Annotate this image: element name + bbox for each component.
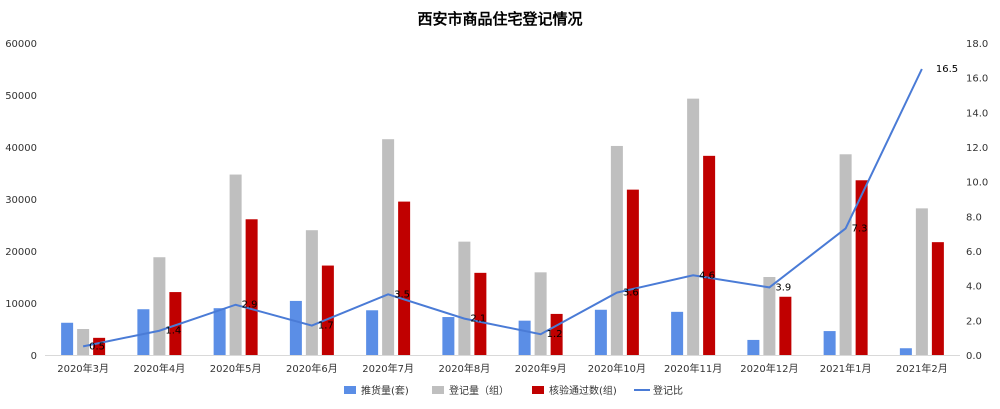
ratio-data-label: 3.5 — [394, 289, 410, 300]
right-axis-tick-label: 12.0 — [966, 143, 988, 154]
legend-swatch — [532, 386, 544, 394]
bar-核验通过数(组)-4 — [398, 201, 411, 355]
right-axis-tick-label: 6.0 — [966, 247, 982, 258]
bar-核验通过数(组)-9 — [779, 296, 792, 355]
legend: 推货量(套) 登记量（组） 核验通过数(组) 登记比 — [344, 384, 683, 397]
legend-label: 登记比 — [653, 384, 683, 397]
bar-登记量（组）-4 — [382, 139, 395, 355]
line-group: 0.5 1.4 2.9 1.7 3.5 2.1 1.2 3.6 4.6 3.9 7.3 16.5 — [82, 64, 958, 352]
x-axis-tick-label: 2020年11月 — [664, 362, 722, 375]
bar-登记量（组）-1 — [153, 257, 166, 355]
bar-推货量(套)-11 — [899, 348, 912, 355]
x-axis-tick-label: 2020年8月 — [438, 362, 490, 375]
right-axis-tick-label: 2.0 — [966, 316, 982, 327]
bar-推货量(套)-10 — [823, 331, 836, 355]
left-axis-tick-label: 50000 — [5, 91, 37, 102]
left-axis-tick-label: 30000 — [5, 195, 37, 206]
legend-label: 推货量(套) — [361, 384, 409, 397]
x-axis-tick-label: 2020年3月 — [57, 362, 109, 375]
ratio-data-label: 7.3 — [852, 223, 868, 234]
chart-title: 西安市商品住宅登记情况 — [417, 10, 582, 28]
bar-核验通过数(组)-8 — [703, 155, 716, 355]
right-axis-tick-label: 14.0 — [966, 108, 988, 119]
bar-推货量(套)-5 — [442, 317, 455, 355]
ratio-data-label: 3.6 — [623, 288, 639, 299]
bar-推货量(套)-8 — [671, 311, 684, 355]
left-axis-tick-label: 60000 — [5, 39, 37, 50]
bar-登记量（组）-0 — [77, 329, 90, 355]
bar-核验通过数(组)-5 — [474, 272, 487, 355]
bar-推货量(套)-9 — [747, 339, 760, 355]
x-axis-tick-label: 2020年7月 — [362, 362, 414, 375]
bar-核验通过数(组)-2 — [245, 219, 258, 355]
bar-登记量（组）-3 — [305, 230, 318, 355]
x-axis-tick-label: 2021年1月 — [820, 362, 872, 375]
bar-推货量(套)-2 — [213, 308, 226, 355]
ratio-data-label: 1.7 — [318, 321, 334, 332]
ratio-data-label: 1.2 — [547, 329, 563, 340]
bar-推货量(套)-3 — [289, 300, 302, 355]
ratio-data-label: 16.5 — [936, 64, 958, 75]
legend-swatch — [432, 386, 444, 394]
legend-label: 登记量（组） — [449, 384, 509, 397]
bar-核验通过数(组)-3 — [321, 265, 334, 355]
right-axis-tick-label: 4.0 — [966, 282, 982, 293]
left-axis-tick-label: 20000 — [5, 247, 37, 258]
left-axis: 0 10000 20000 30000 40000 50000 60000 — [5, 39, 37, 362]
ratio-data-label: 0.5 — [89, 341, 105, 352]
bar-登记量（组）-9 — [763, 277, 776, 355]
bar-登记量（组）-7 — [610, 145, 623, 355]
left-axis-tick-label: 40000 — [5, 143, 37, 154]
bar-推货量(套)-0 — [61, 322, 74, 355]
x-axis-tick-label: 2020年6月 — [286, 362, 338, 375]
bar-核验通过数(组)-1 — [169, 292, 182, 355]
bar-核验通过数(组)-11 — [931, 242, 944, 355]
legend-swatch — [344, 386, 356, 394]
bar-推货量(套)-7 — [594, 309, 607, 355]
right-axis-tick-label: 18.0 — [966, 39, 988, 50]
bar-推货量(套)-4 — [366, 310, 379, 355]
ratio-series-line — [82, 68, 923, 348]
right-axis: 0.0 2.0 4.0 6.0 8.0 10.0 12.0 14.0 16.0 18.0 — [966, 39, 988, 362]
bar-推货量(套)-1 — [137, 309, 150, 355]
x-axis-tick-label: 2020年5月 — [210, 362, 262, 375]
ratio-data-label: 3.9 — [775, 282, 791, 293]
bar-登记量（组）-6 — [534, 272, 547, 355]
left-axis-tick-label: 0 — [31, 351, 37, 362]
ratio-data-label: 4.6 — [699, 270, 715, 281]
legend-label: 核验通过数(组) — [549, 384, 617, 397]
left-axis-tick-label: 10000 — [5, 299, 37, 310]
bar-核验通过数(组)-7 — [626, 189, 639, 355]
bar-登记量（组）-8 — [687, 98, 700, 355]
right-axis-tick-label: 0.0 — [966, 351, 982, 362]
bars-group — [61, 98, 944, 355]
x-axis-tick-label: 2020年9月 — [515, 362, 567, 375]
ratio-data-label: 2.1 — [470, 314, 486, 325]
x-axis: 2020年3月 2020年4月 2020年5月 2020年6月 2020年7月 2020年… — [45, 355, 960, 375]
bar-登记量（组）-11 — [915, 208, 928, 355]
x-axis-tick-label: 2020年10月 — [588, 362, 646, 375]
x-axis-tick-label: 2020年12月 — [740, 362, 798, 375]
bar-核验通过数(组)-10 — [855, 180, 868, 355]
right-axis-tick-label: 16.0 — [966, 74, 988, 85]
ratio-data-label: 1.4 — [165, 326, 181, 337]
bar-登记量（组）-5 — [458, 241, 471, 355]
ratio-data-label: 2.9 — [242, 300, 258, 311]
x-axis-tick-label: 2021年2月 — [896, 362, 948, 375]
bar-登记量（组）-2 — [229, 174, 242, 355]
x-axis-tick-label: 2020年4月 — [133, 362, 185, 375]
bar-登记量（组）-10 — [839, 154, 852, 355]
right-axis-tick-label: 10.0 — [966, 178, 988, 189]
bar-推货量(套)-6 — [518, 320, 531, 355]
right-axis-tick-label: 8.0 — [966, 212, 982, 223]
